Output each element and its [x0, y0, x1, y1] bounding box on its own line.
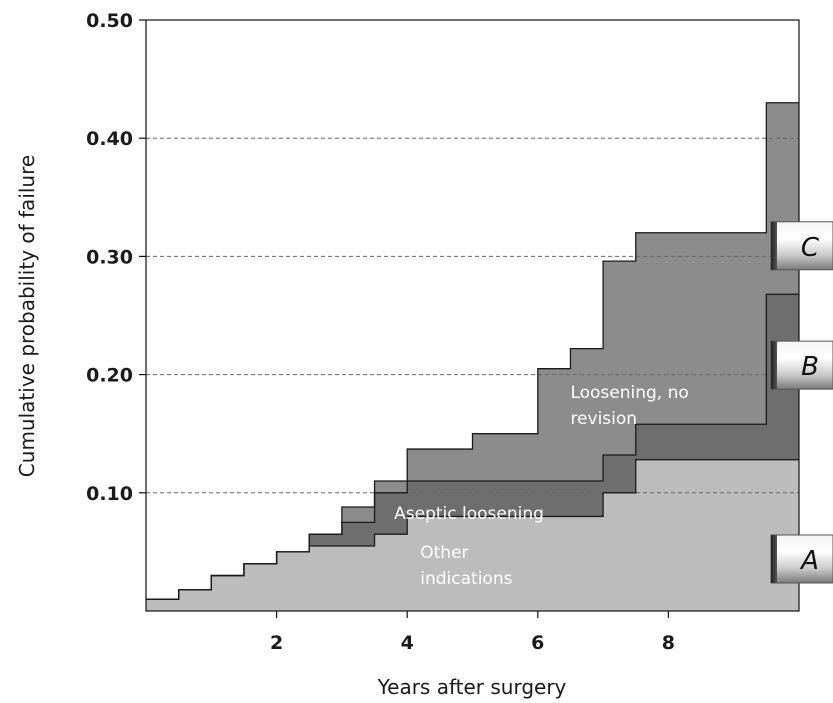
y-tick-label-4: 0.50: [86, 10, 133, 32]
plot-area: Other indications Aseptic loosening Looseni…: [145, 19, 800, 612]
y-axis: 0.10 0.20 0.30 0.40 0.50: [86, 10, 146, 505]
x-axis-title: Years after surgery: [377, 675, 567, 699]
area-label-a-line-1: indications: [420, 569, 512, 589]
tab-label-b: B: [801, 352, 819, 382]
series-border-lines: [146, 102, 799, 600]
y-tick-label-2: 0.30: [86, 246, 133, 268]
area-a: [146, 459, 799, 611]
x-tick-label-3: 8: [662, 632, 675, 654]
tab-b: B: [770, 340, 833, 390]
tab-edge-c: [771, 221, 777, 270]
area-label-c-line-1: revision: [570, 409, 637, 429]
x-tick-label-1: 4: [401, 632, 414, 654]
tab-edge-b: [771, 341, 777, 390]
x-axis: 2 4 6 8: [270, 611, 675, 654]
tab-c: C: [770, 221, 833, 271]
x-tick-label-0: 2: [270, 632, 283, 654]
area-label-c-line-0: Loosening, no: [570, 383, 688, 403]
border-line-c: [146, 102, 799, 600]
y-tick-label-0: 0.10: [86, 483, 133, 505]
tab-a: A: [770, 534, 833, 584]
x-tick-label-2: 6: [531, 632, 544, 654]
area-label-a-line-0: Other: [420, 543, 468, 563]
series-area-labels: Other indications Aseptic loosening Looseni…: [394, 383, 689, 589]
tab-edge-a: [771, 534, 777, 583]
plot-frame: [145, 19, 800, 612]
series-tabs: A B C: [770, 221, 833, 584]
tab-bg-b: [770, 340, 833, 390]
tab-label-a: A: [799, 546, 819, 576]
y-axis-title: Cumulative probability of failure: [15, 155, 39, 477]
y-tick-label-3: 0.40: [86, 128, 133, 150]
tab-label-c: C: [801, 233, 820, 263]
area-label-b-line-0: Aseptic loosening: [394, 504, 544, 524]
tab-bg-a: [770, 534, 833, 584]
tab-bg-c: [770, 221, 833, 271]
y-tick-label-1: 0.20: [86, 365, 133, 387]
